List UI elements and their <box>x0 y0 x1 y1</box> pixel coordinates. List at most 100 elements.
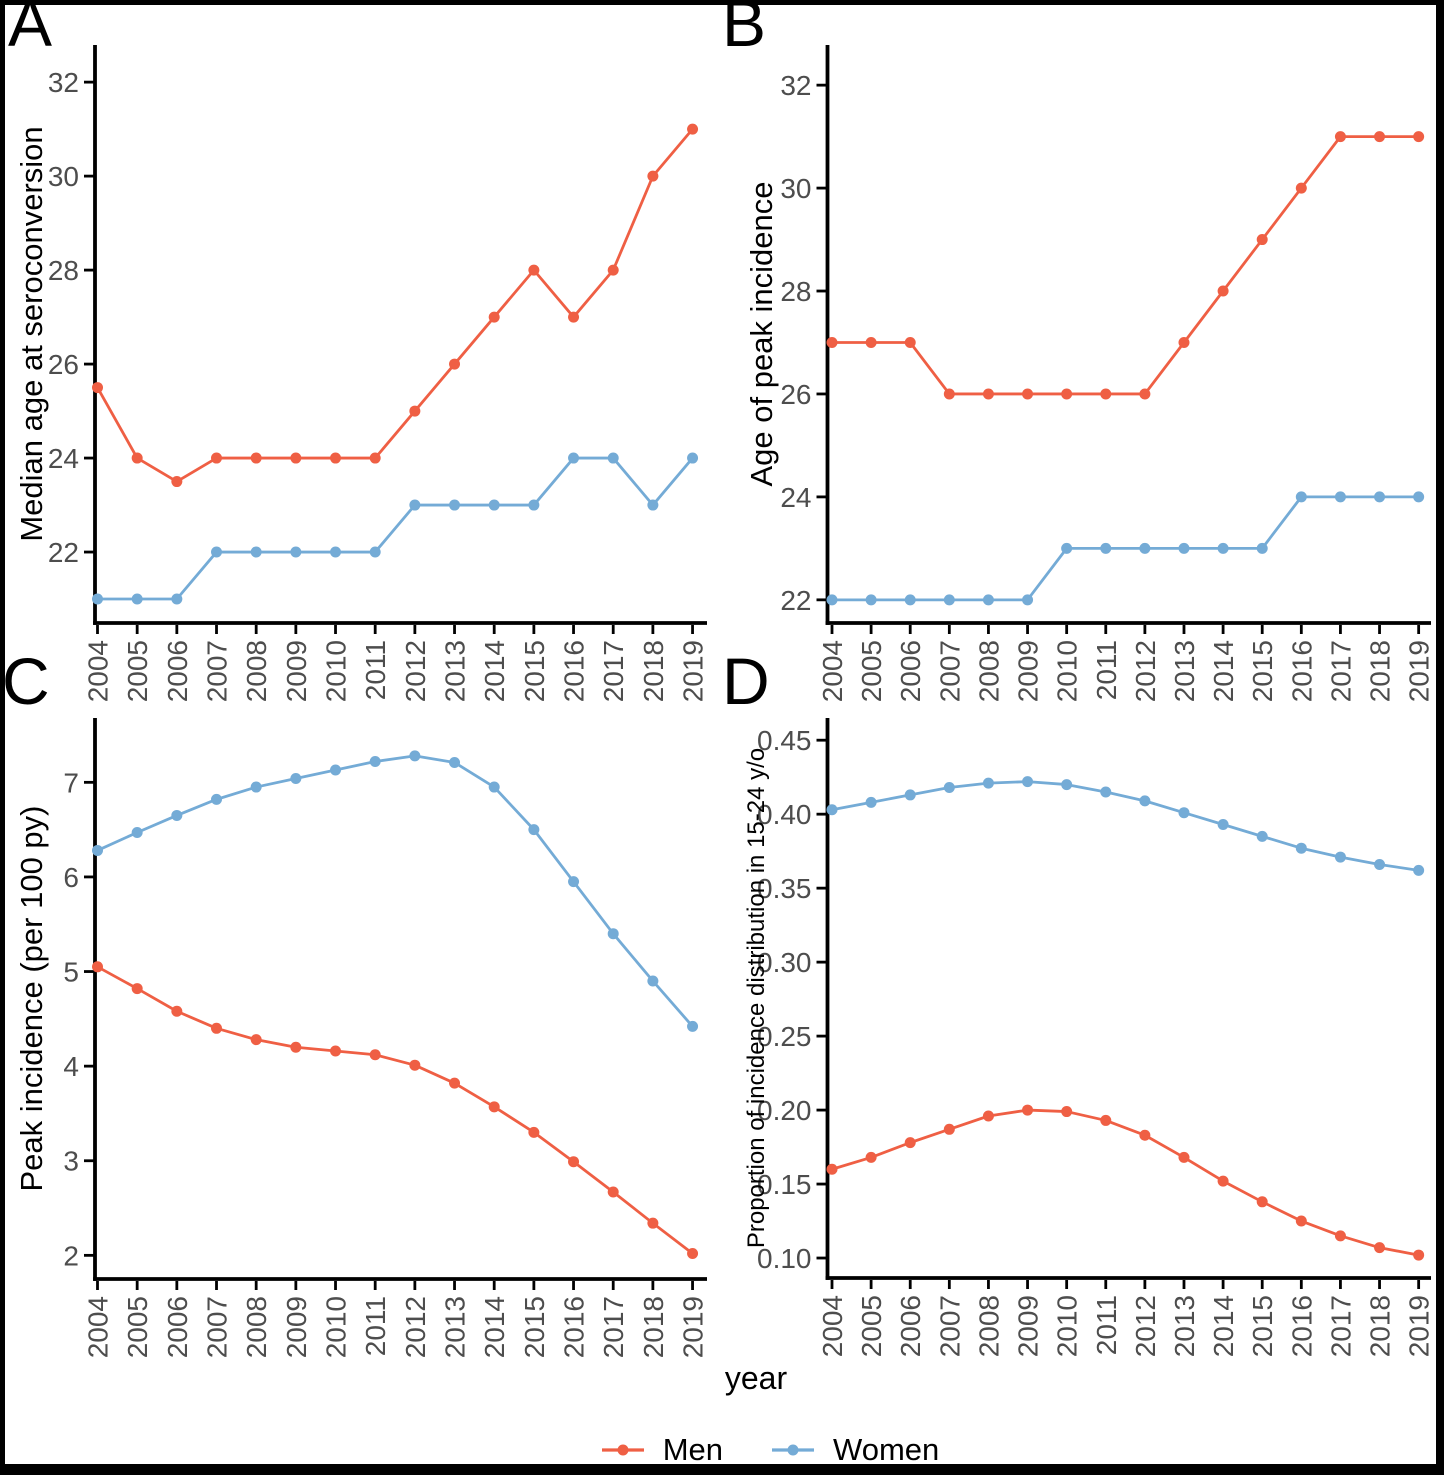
data-point <box>1139 795 1151 807</box>
panel-d: 0.10 0.15 0.20 0.25 0.30 0.35 0.40 0.45 2004 2005… <box>743 718 1435 1357</box>
x-tick-label: 2009 <box>281 640 312 702</box>
data-point <box>865 796 877 808</box>
x-tick-label: 2018 <box>1365 1295 1396 1357</box>
data-point <box>1256 542 1268 554</box>
data-point <box>607 264 619 276</box>
y-tick-label: 6 <box>63 862 79 893</box>
y-axis-title: Age of peak incidence <box>744 181 779 486</box>
y-tick-label: 2 <box>63 1240 79 1271</box>
panel-a: 22 24 26 28 30 32 2004 2005 2006 2007 2008 2009 2010… <box>14 45 709 702</box>
data-point <box>1413 1249 1425 1261</box>
x-tick-label: 2006 <box>162 640 193 702</box>
data-point <box>369 1049 381 1061</box>
panel-label-d: D <box>722 644 770 718</box>
x-tick-label: 2012 <box>1130 1295 1161 1357</box>
y-tick-label: 7 <box>63 767 79 798</box>
data-point <box>488 781 500 793</box>
data-point <box>1022 1104 1034 1116</box>
x-tick-label: 2005 <box>856 1295 887 1357</box>
data-point <box>1256 830 1268 842</box>
data-point <box>826 594 838 606</box>
data-point <box>369 546 381 558</box>
x-tick-label: 2010 <box>321 1296 352 1358</box>
x-ticks: 2004 2005 2006 2007 2008 2009 2010 2011 2012 2013… <box>83 625 709 702</box>
data-point <box>1295 1215 1307 1227</box>
data-point <box>488 1101 500 1113</box>
data-point <box>290 452 302 464</box>
x-tick-label: 2007 <box>202 640 233 702</box>
women-line-marker-icon <box>771 1441 815 1459</box>
data-point <box>568 876 580 888</box>
data-point <box>1217 542 1229 554</box>
data-point <box>250 452 262 464</box>
data-point <box>250 781 262 793</box>
data-point <box>687 1020 699 1032</box>
data-point <box>409 405 421 417</box>
x-tick-label: 2013 <box>440 1296 471 1358</box>
x-tick-label: 2005 <box>122 640 153 702</box>
data-point <box>330 764 342 776</box>
legend: Men Women <box>0 1432 1444 1468</box>
data-point <box>211 546 223 558</box>
axes <box>825 45 1431 625</box>
data-point <box>1295 491 1307 503</box>
y-ticks: 22 24 26 28 30 32 <box>48 67 94 568</box>
x-tick-label: 2015 <box>519 640 550 702</box>
data-point <box>687 452 699 464</box>
data-point <box>865 336 877 348</box>
y-tick-label: 30 <box>48 161 79 192</box>
x-tick-label: 2016 <box>1286 1295 1317 1357</box>
x-tick-label: 2007 <box>934 640 965 702</box>
y-axis-title: Peak incidence (per 100 py) <box>14 805 49 1191</box>
data-point <box>1256 1196 1268 1208</box>
x-tick-label: 2019 <box>1404 640 1435 702</box>
y-tick-label: 30 <box>780 173 811 204</box>
data-point <box>528 1126 540 1138</box>
data-point <box>1022 594 1034 606</box>
x-ticks: 2004 2005 2006 2007 2008 2009 2010 2011 2012 2013… <box>83 1281 709 1358</box>
data-point <box>568 452 580 464</box>
panel-label-b: B <box>722 0 767 60</box>
x-tick-label: 2010 <box>321 640 352 702</box>
series-men <box>92 123 699 488</box>
data-point <box>1334 491 1346 503</box>
legend-item-men: Men <box>601 1432 723 1468</box>
data-point <box>211 1022 223 1034</box>
x-tick-label: 2018 <box>638 640 669 702</box>
data-point <box>171 809 183 821</box>
x-ticks: 2004 2005 2006 2007 2008 2009 2010 2011 2012 2013… <box>817 1280 1435 1357</box>
data-point <box>131 452 143 464</box>
data-point <box>369 756 381 768</box>
data-point <box>982 777 994 789</box>
data-point <box>528 499 540 511</box>
data-point <box>1178 1151 1190 1163</box>
y-tick-label: 0.45 <box>757 725 812 756</box>
y-tick-label: 0.20 <box>757 1095 812 1126</box>
x-ticks: 2004 2005 2006 2007 2008 2009 2010 2011 2012 2013… <box>817 625 1435 702</box>
data-point <box>131 593 143 605</box>
data-point <box>131 983 143 995</box>
x-tick-label: 2016 <box>1286 640 1317 702</box>
data-point <box>488 311 500 323</box>
data-point <box>1413 131 1425 143</box>
series-women <box>92 750 699 1032</box>
x-tick-label: 2007 <box>202 1296 233 1358</box>
y-tick-label: 0.30 <box>757 947 812 978</box>
y-tick-label: 3 <box>63 1146 79 1177</box>
x-tick-label: 2012 <box>1130 640 1161 702</box>
axes <box>93 45 707 625</box>
data-point <box>904 1137 916 1149</box>
data-point <box>211 793 223 805</box>
x-tick-label: 2004 <box>817 640 848 702</box>
data-point <box>865 594 877 606</box>
x-tick-label: 2005 <box>856 640 887 702</box>
x-tick-label: 2019 <box>1404 1295 1435 1357</box>
data-point <box>1217 1175 1229 1187</box>
data-point <box>568 311 580 323</box>
series-men <box>826 1104 1425 1261</box>
x-tick-label: 2015 <box>1247 1295 1278 1357</box>
x-tick-label: 2014 <box>1208 640 1239 702</box>
data-point <box>865 1151 877 1163</box>
